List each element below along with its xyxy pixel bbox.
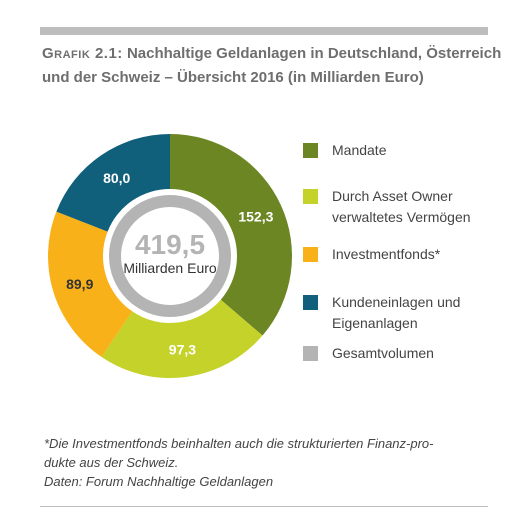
legend-swatch bbox=[303, 346, 318, 361]
donut-slice-2 bbox=[101, 299, 263, 378]
donut-slice-1 bbox=[170, 134, 292, 336]
legend-label: Gesamtvolumen bbox=[332, 345, 434, 361]
legend-label: Kundeneinlagen und Eigenanlagen bbox=[332, 294, 461, 331]
chart-title-label: Grafik 2.1: bbox=[42, 45, 123, 62]
slice-value-label: 89,9 bbox=[66, 276, 93, 292]
legend-swatch bbox=[303, 143, 318, 158]
slices-group bbox=[48, 134, 292, 378]
footnote: *Die Investmentfonds beinhalten auch die… bbox=[44, 434, 504, 491]
legend-item-asset-owner: Durch Asset Owner verwaltetes Vermögen bbox=[303, 186, 471, 228]
legend-label: Durch Asset Owner verwaltetes Vermögen bbox=[332, 188, 471, 225]
legend-item-kundeneinlagen: Kundeneinlagen und Eigenanlagen bbox=[303, 292, 460, 334]
footnote-line: dukte aus der Schweiz. bbox=[44, 455, 179, 470]
legend-swatch bbox=[303, 247, 318, 262]
legend-item-investmentfonds: Investmentfonds* bbox=[303, 244, 440, 265]
legend-swatch bbox=[303, 295, 318, 310]
total-value: 419,5 bbox=[135, 229, 205, 260]
total-unit: Milliarden Euro bbox=[123, 260, 217, 276]
slice-value-label: 80,0 bbox=[103, 170, 130, 186]
slice-value-label: 97,3 bbox=[169, 342, 196, 358]
slice-labels-group: 152,3 97,3 89,9 80,0 bbox=[66, 170, 273, 358]
chart-title: Grafik 2.1: Nachhaltige Geldanlagen in D… bbox=[42, 42, 502, 90]
donut-slice-3 bbox=[48, 211, 133, 357]
legend-item-gesamtvolumen: Gesamtvolumen bbox=[303, 343, 434, 364]
legend-label: Mandate bbox=[332, 142, 387, 158]
chart-title-text: Nachhaltige Geldanlagen in Deutschland, … bbox=[42, 45, 502, 86]
footnote-line: *Die Investmentfonds beinhalten auch die… bbox=[44, 436, 434, 451]
bottom-rule bbox=[40, 506, 488, 507]
legend-swatch bbox=[303, 189, 318, 204]
top-rule bbox=[40, 27, 488, 35]
total-volume-ring bbox=[109, 195, 231, 317]
slice-value-label: 152,3 bbox=[238, 209, 273, 225]
source-line: Daten: Forum Nachhaltige Geldanlagen bbox=[44, 474, 274, 489]
legend-item-mandate: Mandate bbox=[303, 140, 386, 161]
legend-label: Investmentfonds* bbox=[332, 246, 441, 262]
donut-slice-4 bbox=[56, 134, 171, 232]
